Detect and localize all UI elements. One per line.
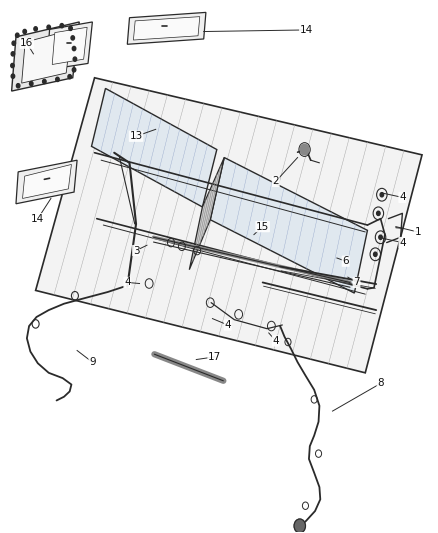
Polygon shape [35, 78, 422, 373]
Circle shape [11, 52, 14, 56]
Circle shape [71, 36, 74, 40]
Circle shape [294, 519, 305, 533]
Polygon shape [127, 12, 206, 44]
Text: 1: 1 [414, 227, 421, 237]
Circle shape [11, 63, 14, 68]
Circle shape [73, 57, 77, 61]
Text: 13: 13 [129, 131, 143, 141]
Circle shape [12, 41, 15, 45]
Circle shape [72, 46, 76, 51]
Circle shape [23, 29, 26, 34]
Circle shape [56, 77, 59, 82]
Polygon shape [16, 160, 77, 204]
Circle shape [11, 74, 14, 78]
Text: 7: 7 [353, 278, 360, 287]
Polygon shape [21, 30, 71, 83]
Polygon shape [52, 27, 87, 64]
Circle shape [68, 75, 71, 79]
Circle shape [29, 82, 33, 86]
Circle shape [380, 192, 384, 197]
Circle shape [60, 23, 64, 28]
Text: 4: 4 [272, 336, 279, 346]
Circle shape [47, 25, 50, 29]
Text: 14: 14 [300, 25, 313, 35]
Polygon shape [210, 158, 367, 293]
Text: 4: 4 [399, 238, 406, 247]
Text: 4: 4 [399, 192, 406, 203]
Text: 6: 6 [343, 256, 349, 266]
Text: 4: 4 [124, 278, 131, 287]
Polygon shape [189, 158, 224, 270]
Circle shape [15, 33, 19, 37]
Circle shape [34, 27, 37, 31]
Polygon shape [22, 165, 71, 198]
Circle shape [374, 252, 377, 256]
Circle shape [379, 235, 382, 239]
Polygon shape [134, 17, 200, 40]
Circle shape [300, 144, 309, 155]
Text: 15: 15 [256, 222, 269, 232]
Circle shape [69, 26, 72, 30]
Text: 2: 2 [272, 176, 279, 187]
Text: 14: 14 [31, 214, 44, 224]
Text: 17: 17 [208, 352, 221, 362]
Text: 9: 9 [89, 357, 95, 367]
Polygon shape [46, 22, 92, 70]
Text: 3: 3 [133, 246, 139, 255]
Polygon shape [92, 88, 217, 207]
Circle shape [16, 84, 20, 88]
Text: 4: 4 [224, 320, 231, 330]
Polygon shape [12, 22, 79, 91]
Circle shape [377, 211, 380, 215]
Text: 8: 8 [377, 378, 384, 389]
Circle shape [42, 79, 46, 84]
Text: 16: 16 [20, 38, 34, 48]
Circle shape [72, 68, 76, 72]
